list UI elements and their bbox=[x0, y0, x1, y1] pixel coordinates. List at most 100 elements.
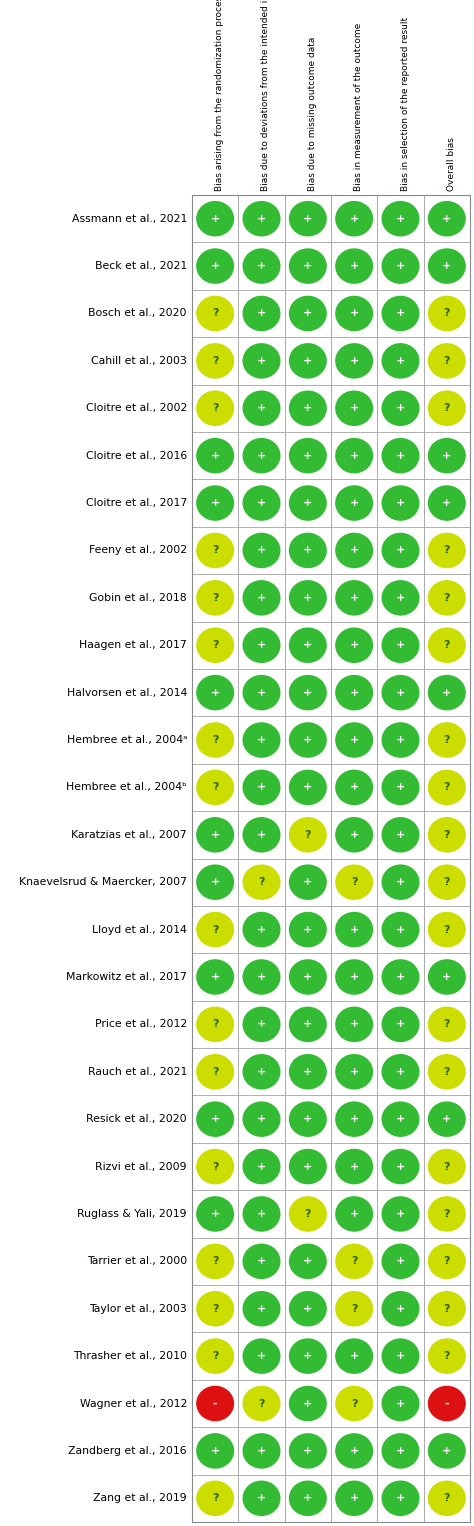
Text: +: + bbox=[349, 830, 359, 839]
Text: +: + bbox=[349, 1067, 359, 1077]
Text: ?: ? bbox=[444, 1494, 450, 1503]
Bar bbox=[238, 812, 285, 859]
Bar bbox=[377, 479, 424, 526]
Text: ?: ? bbox=[444, 545, 450, 555]
Ellipse shape bbox=[428, 1196, 466, 1231]
Text: +: + bbox=[210, 214, 220, 224]
Text: +: + bbox=[396, 1398, 405, 1408]
Text: +: + bbox=[349, 497, 359, 508]
Ellipse shape bbox=[335, 1244, 373, 1279]
Text: +: + bbox=[396, 925, 405, 934]
Text: +: + bbox=[396, 592, 405, 603]
Text: +: + bbox=[257, 1209, 266, 1219]
Bar bbox=[192, 337, 238, 385]
Bar bbox=[424, 1096, 470, 1143]
Ellipse shape bbox=[428, 580, 466, 615]
Text: ?: ? bbox=[212, 1067, 219, 1077]
Bar bbox=[377, 716, 424, 763]
Ellipse shape bbox=[289, 1386, 327, 1421]
Bar bbox=[331, 290, 377, 337]
Ellipse shape bbox=[335, 343, 373, 378]
Bar bbox=[377, 954, 424, 1001]
Ellipse shape bbox=[243, 1196, 281, 1231]
Ellipse shape bbox=[196, 391, 234, 426]
Text: Hembree et al., 2004ᵃ: Hembree et al., 2004ᵃ bbox=[67, 736, 187, 745]
Bar bbox=[424, 243, 470, 290]
Bar bbox=[424, 763, 470, 812]
Text: ?: ? bbox=[258, 1398, 265, 1408]
Ellipse shape bbox=[243, 391, 281, 426]
Text: +: + bbox=[257, 1067, 266, 1077]
Ellipse shape bbox=[243, 533, 281, 568]
Text: +: + bbox=[396, 1447, 405, 1456]
Bar bbox=[377, 195, 424, 243]
Bar bbox=[238, 1332, 285, 1380]
Ellipse shape bbox=[289, 1007, 327, 1042]
Text: ?: ? bbox=[212, 1019, 219, 1030]
Ellipse shape bbox=[289, 913, 327, 948]
Text: ?: ? bbox=[444, 1256, 450, 1267]
Bar bbox=[238, 1380, 285, 1427]
Text: +: + bbox=[396, 261, 405, 272]
Ellipse shape bbox=[243, 1149, 281, 1184]
Text: ?: ? bbox=[212, 641, 219, 650]
Ellipse shape bbox=[196, 296, 234, 331]
Text: ?: ? bbox=[444, 356, 450, 366]
Bar bbox=[192, 1001, 238, 1048]
Text: ?: ? bbox=[444, 592, 450, 603]
Bar bbox=[424, 668, 470, 716]
Text: +: + bbox=[349, 1209, 359, 1219]
Bar bbox=[192, 1427, 238, 1474]
Bar bbox=[285, 385, 331, 432]
Ellipse shape bbox=[243, 1007, 281, 1042]
Text: +: + bbox=[303, 497, 312, 508]
Bar bbox=[192, 763, 238, 812]
Bar bbox=[192, 1096, 238, 1143]
Ellipse shape bbox=[289, 1102, 327, 1137]
Ellipse shape bbox=[335, 960, 373, 995]
Text: +: + bbox=[303, 261, 312, 272]
Ellipse shape bbox=[243, 674, 281, 711]
Text: +: + bbox=[257, 1256, 266, 1267]
Text: +: + bbox=[257, 450, 266, 461]
Bar bbox=[331, 763, 377, 812]
Ellipse shape bbox=[289, 201, 327, 237]
Bar bbox=[331, 954, 377, 1001]
Ellipse shape bbox=[428, 391, 466, 426]
Bar bbox=[238, 195, 285, 243]
Ellipse shape bbox=[196, 1149, 234, 1184]
Ellipse shape bbox=[335, 201, 373, 237]
Ellipse shape bbox=[243, 627, 281, 662]
Text: +: + bbox=[396, 972, 405, 983]
Bar bbox=[192, 526, 238, 574]
Ellipse shape bbox=[289, 1244, 327, 1279]
Ellipse shape bbox=[289, 769, 327, 806]
Text: Knaevelsrud & Maercker, 2007: Knaevelsrud & Maercker, 2007 bbox=[19, 877, 187, 887]
Bar bbox=[424, 1048, 470, 1096]
Text: Bias in measurement of the outcome: Bias in measurement of the outcome bbox=[354, 23, 363, 191]
Bar bbox=[238, 1474, 285, 1521]
Bar bbox=[377, 337, 424, 385]
Ellipse shape bbox=[382, 816, 419, 853]
Ellipse shape bbox=[428, 1386, 466, 1421]
Bar bbox=[285, 479, 331, 526]
Bar bbox=[285, 1332, 331, 1380]
Text: +: + bbox=[210, 261, 220, 272]
Text: +: + bbox=[442, 497, 451, 508]
Ellipse shape bbox=[196, 1196, 234, 1231]
Bar bbox=[424, 1332, 470, 1380]
Ellipse shape bbox=[289, 960, 327, 995]
Bar bbox=[331, 1332, 377, 1380]
Bar bbox=[285, 1427, 331, 1474]
Text: Gobin et al., 2018: Gobin et al., 2018 bbox=[90, 592, 187, 603]
Ellipse shape bbox=[428, 1338, 466, 1373]
Text: ?: ? bbox=[212, 403, 219, 414]
Bar bbox=[331, 526, 377, 574]
Text: +: + bbox=[349, 1447, 359, 1456]
Text: +: + bbox=[210, 688, 220, 697]
Ellipse shape bbox=[289, 674, 327, 711]
Ellipse shape bbox=[196, 913, 234, 948]
Bar bbox=[238, 479, 285, 526]
Ellipse shape bbox=[335, 438, 373, 473]
Text: +: + bbox=[349, 356, 359, 366]
